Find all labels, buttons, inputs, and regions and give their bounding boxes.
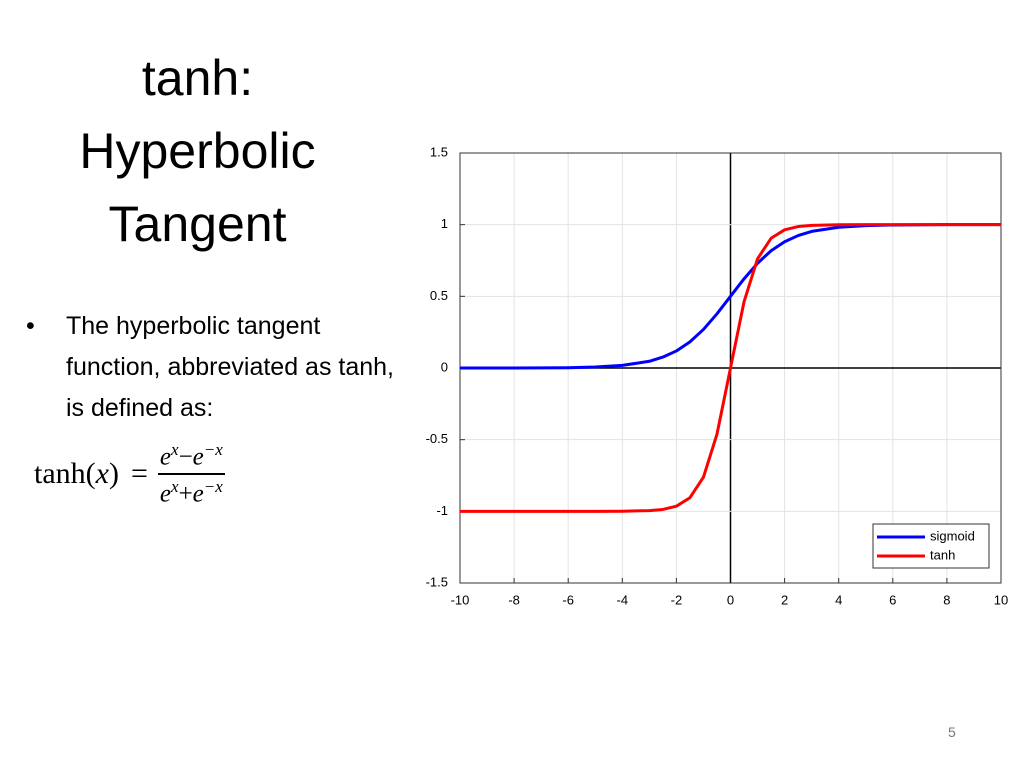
base: e: [192, 480, 204, 508]
x-tick-label: -10: [451, 592, 470, 607]
operator: −: [178, 443, 193, 471]
x-tick-label: -4: [617, 592, 629, 607]
y-tick-label: 1.5: [430, 144, 448, 159]
bullet-text: The hyperbolic tangent function, abbrevi…: [66, 312, 395, 422]
exponent: −x: [203, 477, 223, 497]
fraction: ex−e−x ex+e−x: [157, 440, 225, 509]
title-line: Hyperbolic: [79, 123, 316, 179]
formula-equals: =: [130, 457, 148, 491]
denominator: ex+e−x: [158, 475, 225, 508]
series-line: [460, 223, 1001, 370]
numerator: ex−e−x: [157, 440, 225, 476]
operator: +: [178, 480, 193, 508]
series-line: [460, 223, 1001, 513]
exponent: x: [171, 440, 179, 459]
formula-paren: (: [85, 457, 96, 491]
y-tick-label: 0: [441, 359, 448, 374]
page-number: 5: [948, 724, 956, 740]
formula-paren: ): [108, 457, 119, 491]
x-tick-label: 0: [727, 592, 734, 607]
x-tick-label: 2: [781, 592, 788, 607]
legend-label: sigmoid: [930, 528, 975, 543]
x-tick-label: 4: [835, 592, 842, 607]
x-tick-label: -2: [671, 592, 683, 607]
x-tick-label: 6: [889, 592, 896, 607]
exponent: x: [171, 477, 179, 497]
formula: tanh(x) = ex−e−x ex+e−x: [34, 440, 225, 509]
base: e: [159, 480, 172, 508]
exponent: −x: [203, 440, 223, 459]
base: e: [159, 443, 172, 471]
y-tick-label: 1: [441, 216, 448, 231]
bullet-marker: •: [26, 312, 35, 340]
x-tick-label: -6: [562, 592, 574, 607]
x-tick-label: 8: [943, 592, 950, 607]
x-tick-label: -8: [508, 592, 520, 607]
formula-func: tanh: [34, 457, 86, 491]
y-tick-label: -1: [436, 503, 448, 518]
y-tick-label: -0.5: [426, 431, 448, 446]
x-tick-label: 10: [994, 592, 1008, 607]
legend-label: tanh: [930, 547, 955, 562]
title-line: Tangent: [108, 196, 287, 252]
formula-var: x: [95, 457, 109, 491]
slide-title: tanh: Hyperbolic Tangent: [20, 42, 375, 261]
legend-box: [872, 523, 990, 569]
base: e: [192, 443, 204, 471]
y-tick-label: 0.5: [430, 288, 448, 303]
title-line: tanh:: [141, 50, 254, 106]
y-tick-label: -1.5: [426, 574, 448, 589]
